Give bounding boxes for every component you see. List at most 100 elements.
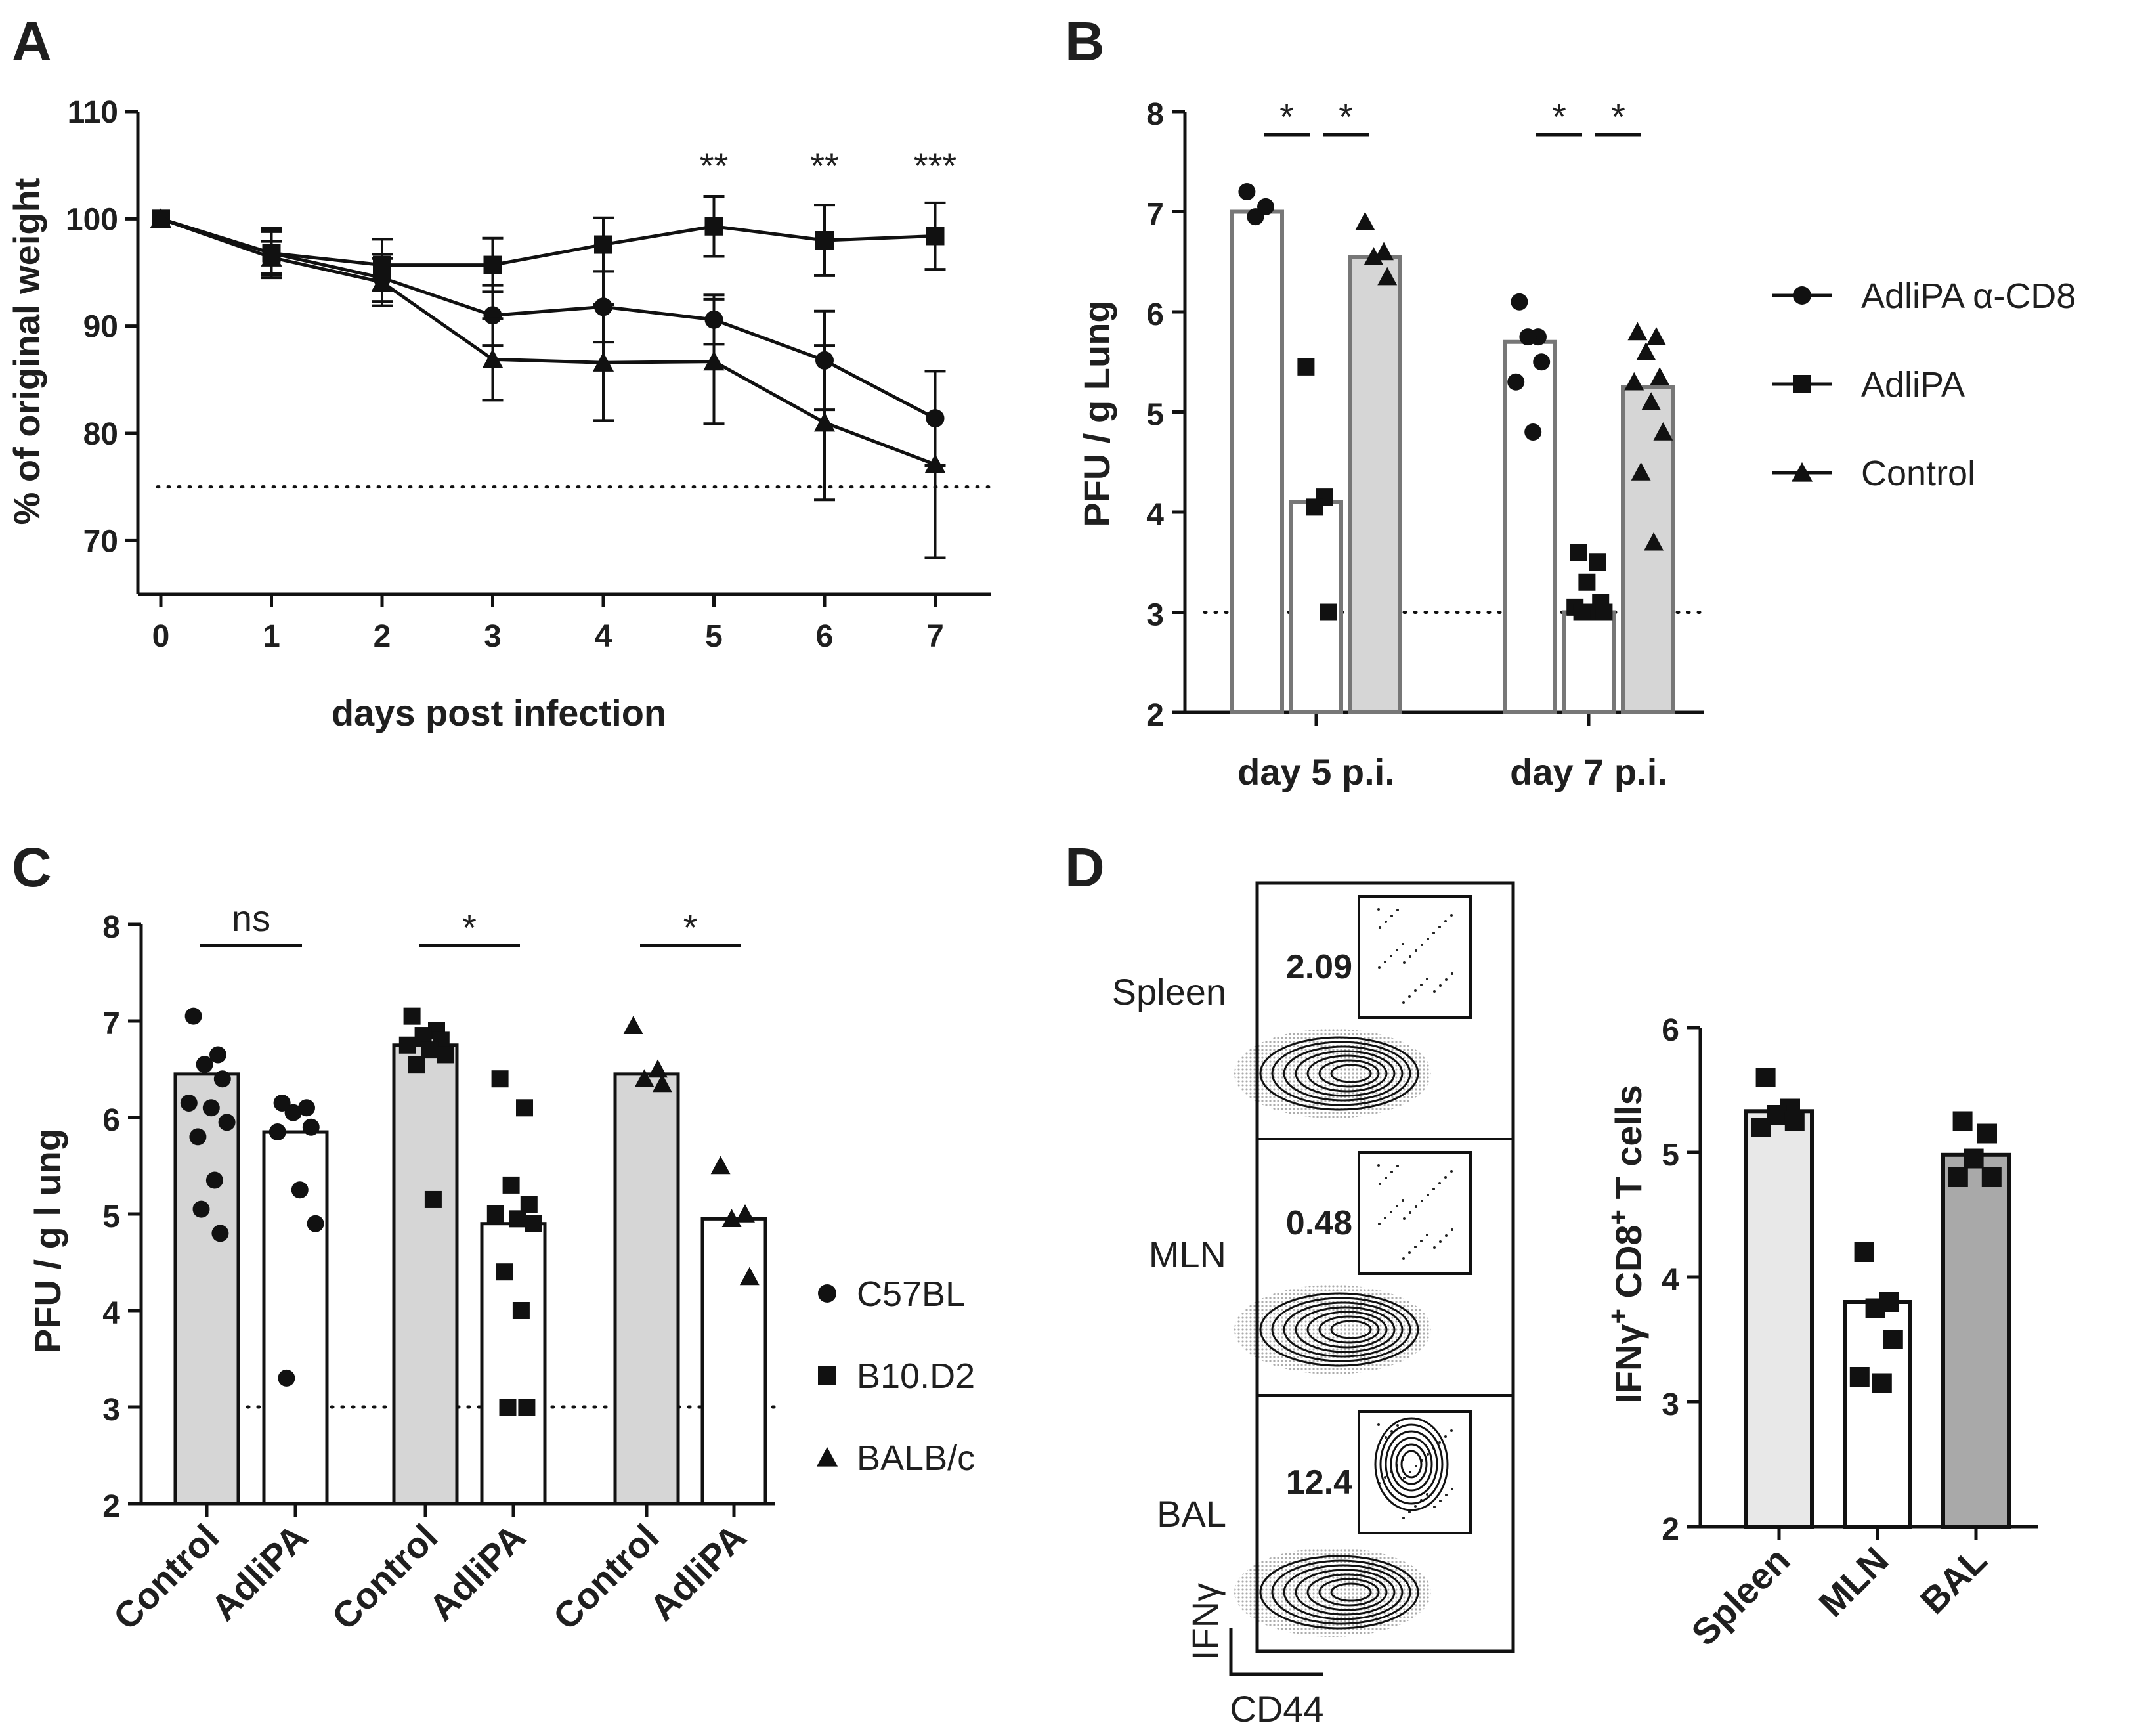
flow-gate-event — [1439, 1500, 1442, 1502]
flow-gate-event — [1420, 984, 1423, 986]
panel-c-sig-label: ns — [232, 898, 270, 939]
panel-d: D Spleen 2.09 MLN 0.48 BAL 12.4 IFNγ CD44 2 3 4… — [1065, 836, 2038, 1729]
panel-b-sig-star: * — [1611, 96, 1625, 137]
panel-a-ytick-label: 80 — [83, 417, 118, 452]
panel-a-xtick-label: 0 — [152, 619, 170, 654]
panel-a-xtick-label: 1 — [263, 619, 280, 654]
flow-gate-event — [1403, 1217, 1406, 1220]
panel-c-data-point — [735, 1204, 755, 1223]
panel-b-data-point — [1595, 603, 1613, 621]
panel-a-point — [924, 454, 946, 474]
panel-a-point — [482, 349, 504, 368]
panel-a-point — [483, 255, 502, 274]
panel-b-data-point — [1589, 553, 1606, 571]
panel-b-data-point — [1377, 267, 1398, 286]
flow-gate-event — [1396, 1424, 1399, 1427]
panel-d-ytick-label: 6 — [1662, 1013, 1679, 1048]
flow-gate-event — [1415, 1205, 1417, 1208]
flow-sample-label: Spleen — [1112, 971, 1226, 1012]
panel-c-data-point — [184, 1007, 202, 1025]
panel-a-ylabel: % of original weight — [6, 178, 47, 525]
panel-d-data-point — [1964, 1148, 1984, 1169]
flow-gate-event — [1390, 1211, 1392, 1213]
flow-gate-event — [1433, 990, 1436, 993]
panel-b-plot: * * * * — [1203, 96, 1706, 714]
panel-c-data-point — [648, 1059, 668, 1078]
flow-gate-event — [1402, 1001, 1405, 1004]
panel-d-data-point — [1849, 1367, 1870, 1387]
panel-c-data-point — [273, 1094, 291, 1112]
panel-c-data-point — [424, 1190, 442, 1208]
panel-d-data-point — [1872, 1373, 1892, 1393]
flow-gate-event — [1402, 1199, 1404, 1202]
panel-a-significance: ** — [810, 145, 839, 186]
flow-gate-event — [1414, 1246, 1417, 1248]
panel-b-ytick-label: 2 — [1146, 698, 1164, 733]
flow-sample-label: MLN — [1149, 1234, 1226, 1275]
flow-gate-event — [1432, 932, 1435, 934]
panel-c-data-point — [192, 1200, 210, 1218]
flow-gate-event — [1409, 1471, 1411, 1473]
panel-b-data-point — [1533, 353, 1551, 371]
panel-c-data-point — [520, 1196, 538, 1213]
panel-c-xtick-label: AdliPA — [421, 1516, 533, 1628]
flow-gate-event — [1385, 1436, 1387, 1439]
flow-gate-value: 0.48 — [1286, 1204, 1352, 1242]
flow-gate-event — [1439, 1240, 1442, 1243]
panel-c-data-point — [398, 1036, 416, 1054]
panel-d-ytick-label: 4 — [1662, 1263, 1679, 1297]
panel-b-sig-star: * — [1339, 96, 1353, 137]
panel-b-legend-marker — [1793, 375, 1811, 393]
panel-a-significance: ** — [700, 145, 729, 186]
panel-a-xtick-label: 3 — [484, 619, 502, 654]
panel-c-data-point — [437, 1046, 454, 1064]
panel-d-data-point — [1981, 1167, 2002, 1187]
panel-c-legend: C57BL B10.D2 BALB/c — [816, 1274, 975, 1478]
panel-c-data-point — [291, 1181, 309, 1199]
panel-a-ytick-label: 110 — [68, 95, 118, 130]
panel-b-ytick-label: 4 — [1146, 498, 1164, 532]
panel-a-axes: 70 80 90 100 110 0 1 2 3 4 5 6 7 — [66, 95, 991, 654]
panel-a-point — [926, 227, 945, 246]
panel-c-data-point — [298, 1099, 315, 1117]
panel-a-point — [813, 412, 836, 432]
flow-gate-event — [1403, 1477, 1406, 1479]
flow-gate-event — [1450, 1429, 1453, 1432]
panel-b-data-point — [1355, 211, 1375, 230]
panel-c-data-point — [739, 1267, 760, 1286]
panel-a-plot: ** ** *** — [150, 145, 993, 559]
panel-b-data-point — [1364, 247, 1384, 265]
panel-c-data-point — [623, 1016, 643, 1035]
panel-c-data-point — [218, 1114, 236, 1131]
panel-c-data-point — [307, 1215, 324, 1232]
flow-gate-event — [1433, 1506, 1436, 1508]
panel-c-data-point — [302, 1118, 320, 1136]
panel-c-legend-label: BALB/c — [857, 1439, 975, 1478]
panel-c-sig-label: * — [683, 907, 698, 948]
panel-a-point — [704, 217, 723, 236]
panel-d-data-point — [1755, 1068, 1776, 1087]
panel-c-data-point — [509, 1210, 526, 1228]
flow-gate-event — [1444, 1176, 1447, 1179]
panel-d-letter: D — [1065, 836, 1105, 898]
panel-b-data-point — [1320, 603, 1337, 621]
panel-b-data-point — [1570, 544, 1587, 561]
panel-a-point — [150, 208, 172, 228]
panel-a-series-line — [160, 217, 936, 420]
panel-c-data-point — [502, 1176, 520, 1194]
panel-a-xtick-label: 2 — [374, 619, 391, 654]
panel-d-ylabel-end: T cells — [1608, 1085, 1649, 1209]
flow-gate-contour — [1400, 1450, 1423, 1479]
panel-c-bar — [392, 1043, 459, 1506]
flow-gate-event — [1377, 1423, 1380, 1426]
flow-gate-event — [1451, 1228, 1453, 1231]
panel-c-data-point — [525, 1215, 542, 1232]
panel-c-ytick-label: 7 — [102, 1007, 120, 1041]
panel-c-letter: C — [12, 836, 52, 898]
flow-gate-event — [1450, 914, 1453, 917]
panel-b-bar — [1503, 339, 1557, 714]
panel-c-plot: ns * * — [173, 898, 783, 1506]
flow-density-cloud — [1234, 1029, 1431, 1118]
flow-gate-event — [1377, 1164, 1380, 1167]
panel-b-legend-label: AdliPA α-CD8 — [1861, 276, 2076, 316]
